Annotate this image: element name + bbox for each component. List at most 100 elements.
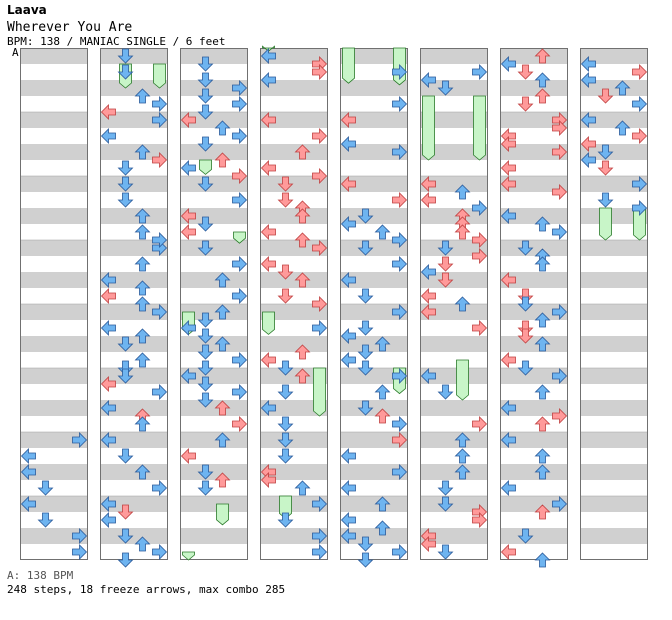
beat-stripe	[180, 112, 248, 128]
down-arrow-icon	[517, 96, 534, 112]
right-arrow-icon	[552, 184, 568, 200]
up-arrow-icon	[214, 336, 231, 352]
left-arrow-icon	[100, 128, 116, 144]
beat-stripe	[580, 208, 648, 224]
right-arrow-icon	[312, 544, 328, 560]
left-arrow-icon	[20, 464, 36, 480]
down-arrow-icon	[277, 264, 294, 280]
up-arrow-icon	[134, 256, 151, 272]
beat-stripe	[500, 304, 568, 320]
beat-stripe	[580, 336, 648, 352]
up-arrow-icon	[294, 144, 311, 160]
beat-stripe	[340, 144, 408, 160]
down-arrow-icon	[197, 360, 214, 376]
down-arrow-icon	[197, 376, 214, 392]
left-arrow-icon	[180, 368, 196, 384]
beat-stripe	[420, 432, 488, 448]
beat-stripe	[500, 432, 568, 448]
column-border	[500, 48, 568, 560]
up-arrow-icon	[534, 256, 551, 272]
beat-stripe	[20, 528, 88, 544]
left-arrow-icon	[340, 528, 356, 544]
left-arrow-icon	[100, 512, 116, 528]
down-arrow-icon	[437, 544, 454, 560]
beat-stripe	[580, 48, 648, 64]
up-arrow-icon	[534, 336, 551, 352]
left-arrow-icon	[100, 288, 116, 304]
left-arrow-icon	[580, 56, 596, 72]
beat-stripe	[20, 48, 88, 64]
down-arrow-icon	[197, 480, 214, 496]
beat-stripe	[20, 336, 88, 352]
up-arrow-icon	[134, 536, 151, 552]
down-arrow-icon	[117, 64, 134, 80]
down-arrow-icon	[357, 552, 374, 568]
beat-stripe	[260, 336, 328, 352]
beat-stripe	[340, 176, 408, 192]
column-border	[580, 48, 648, 560]
up-arrow-icon	[134, 464, 151, 480]
column-border	[20, 48, 88, 560]
beat-stripe	[180, 464, 248, 480]
up-arrow-icon	[614, 80, 631, 96]
down-arrow-icon	[517, 320, 534, 336]
down-arrow-icon	[197, 56, 214, 72]
song-title: Wherever You Are	[7, 20, 133, 35]
up-arrow-icon	[534, 216, 551, 232]
down-arrow-icon	[197, 312, 214, 328]
beat-stripe	[580, 272, 648, 288]
left-arrow-icon	[340, 352, 356, 368]
right-arrow-icon	[552, 408, 568, 424]
up-arrow-icon	[454, 448, 471, 464]
down-arrow-icon	[277, 416, 294, 432]
down-arrow-icon	[197, 392, 214, 408]
beat-stripe	[180, 368, 248, 384]
right-arrow-icon	[232, 80, 248, 96]
beat-stripe	[580, 80, 648, 96]
down-arrow-icon	[117, 360, 134, 376]
right-arrow-icon	[152, 96, 168, 112]
up-arrow-icon	[454, 224, 471, 240]
left-arrow-icon	[500, 432, 516, 448]
down-arrow-icon	[357, 344, 374, 360]
beat-stripe	[260, 368, 328, 384]
right-arrow-icon	[392, 368, 408, 384]
beat-stripe	[420, 496, 488, 512]
up-arrow-icon	[134, 208, 151, 224]
beat-stripe	[500, 112, 568, 128]
up-arrow-icon	[374, 384, 391, 400]
right-arrow-icon	[312, 64, 328, 80]
up-arrow-icon	[294, 208, 311, 224]
left-arrow-icon	[580, 72, 596, 88]
beat-stripe	[580, 176, 648, 192]
right-arrow-icon	[472, 200, 488, 216]
beat-stripe	[340, 48, 408, 64]
up-arrow-icon	[534, 384, 551, 400]
beat-stripe	[260, 144, 328, 160]
column-border	[260, 48, 328, 560]
beat-stripe	[420, 80, 488, 96]
down-arrow-icon	[197, 344, 214, 360]
right-arrow-icon	[392, 192, 408, 208]
down-arrow-icon	[117, 48, 134, 64]
left-arrow-icon	[100, 376, 116, 392]
right-arrow-icon	[392, 464, 408, 480]
left-arrow-icon	[260, 352, 276, 368]
right-arrow-icon	[632, 200, 648, 216]
beat-stripe	[20, 112, 88, 128]
beat-stripe	[20, 80, 88, 96]
right-arrow-icon	[552, 496, 568, 512]
left-arrow-icon	[100, 496, 116, 512]
right-arrow-icon	[312, 320, 328, 336]
right-arrow-icon	[392, 96, 408, 112]
up-arrow-icon	[454, 184, 471, 200]
up-arrow-icon	[214, 120, 231, 136]
down-arrow-icon	[277, 360, 294, 376]
right-arrow-icon	[232, 256, 248, 272]
down-arrow-icon	[597, 144, 614, 160]
right-arrow-icon	[472, 248, 488, 264]
beat-stripe	[100, 400, 168, 416]
right-arrow-icon	[232, 288, 248, 304]
beat-stripe	[420, 336, 488, 352]
